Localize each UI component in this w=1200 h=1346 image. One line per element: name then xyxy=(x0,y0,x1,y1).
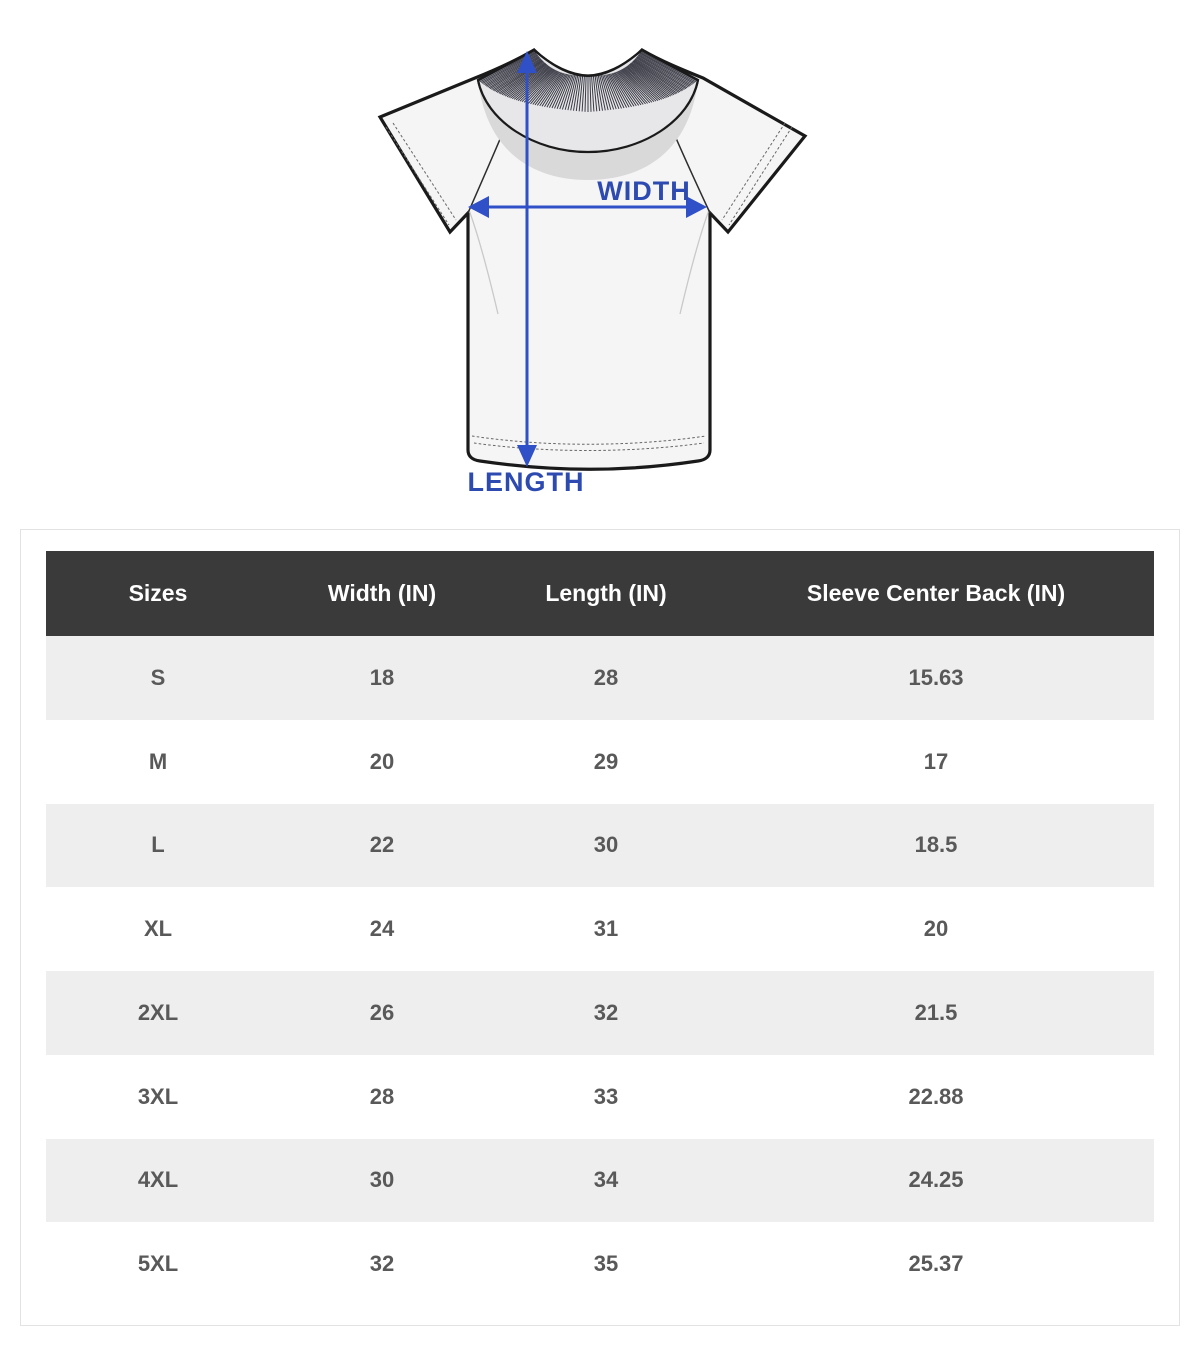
svg-text:WIDTH: WIDTH xyxy=(597,176,690,206)
svg-text:LENGTH: LENGTH xyxy=(468,467,585,497)
